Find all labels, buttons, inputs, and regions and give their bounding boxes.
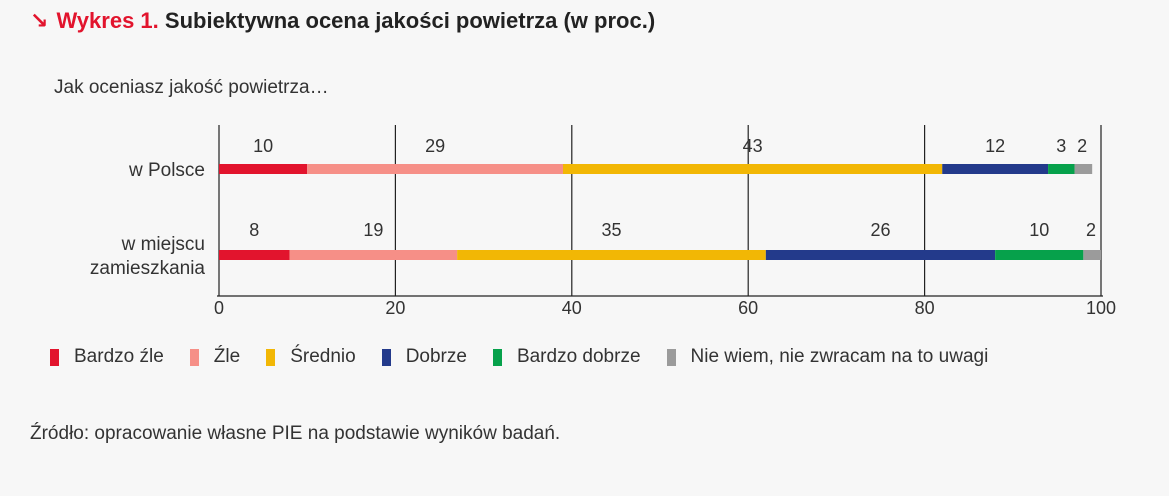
legend-swatch bbox=[381, 348, 391, 366]
legend-swatch bbox=[266, 348, 276, 366]
x-tick-label-80: 80 bbox=[915, 298, 935, 318]
source-note: Źródło: opracowanie własne PIE na podsta… bbox=[30, 423, 561, 444]
legend-item: Średnio bbox=[266, 346, 356, 368]
arrow-down-right-icon: ↘ bbox=[30, 8, 49, 33]
bar-segment bbox=[307, 164, 563, 174]
legend-item: Źle bbox=[189, 346, 241, 368]
x-tick-label-20: 20 bbox=[385, 298, 405, 318]
legend-swatch bbox=[492, 348, 502, 366]
data-label: 2 bbox=[1086, 220, 1096, 240]
bar-segment bbox=[219, 164, 308, 174]
stacked-bar-chart: 0 20 40 60 80 100 w Polsce w miejscu zamieszkani… bbox=[90, 125, 1116, 318]
chart-title-text: Subiektywna ocena jakości powietrza (w p… bbox=[164, 8, 656, 33]
data-label: 10 bbox=[1029, 220, 1049, 240]
bar-segment bbox=[1074, 164, 1093, 174]
legend-label: Źle bbox=[213, 346, 241, 367]
bar-segment bbox=[1083, 250, 1101, 260]
legend-item: Bardzo dobrze bbox=[492, 346, 641, 368]
legend-item: Dobrze bbox=[381, 346, 467, 368]
legend: Bardzo źle Źle Średnio Dobrze Bardzo dobrze N… bbox=[50, 346, 988, 368]
legend-swatch bbox=[666, 348, 676, 366]
legend-swatch bbox=[50, 348, 59, 366]
bar-segment bbox=[765, 250, 996, 260]
bar-segment bbox=[995, 250, 1084, 260]
data-label: 12 bbox=[985, 136, 1005, 156]
chart-subtitle: Jak oceniasz jakość powietrza… bbox=[54, 77, 329, 98]
chart-number: Wykres 1. bbox=[56, 8, 159, 33]
bar-segment bbox=[942, 164, 1049, 174]
data-label: 3 bbox=[1056, 136, 1066, 156]
bar-segment bbox=[219, 250, 290, 260]
legend-item: Nie wiem, nie zwracam na to uwagi bbox=[666, 346, 989, 368]
bar-segment bbox=[289, 250, 458, 260]
legend-label: Bardzo źle bbox=[74, 346, 164, 367]
legend-label: Dobrze bbox=[405, 346, 467, 367]
legend-label: Bardzo dobrze bbox=[516, 346, 641, 367]
data-label: 10 bbox=[253, 136, 273, 156]
category-label: w Polsce bbox=[128, 160, 205, 181]
data-label: 29 bbox=[425, 136, 445, 156]
data-label: 8 bbox=[249, 220, 259, 240]
chart-title: ↘ Wykres 1. Subiektywna ocena jakości pow… bbox=[30, 8, 655, 34]
bar-segment bbox=[562, 164, 943, 174]
data-label: 2 bbox=[1077, 136, 1087, 156]
data-label: 26 bbox=[870, 220, 890, 240]
bar-segment bbox=[1048, 164, 1075, 174]
legend-label: Nie wiem, nie zwracam na to uwagi bbox=[690, 346, 989, 367]
x-tick-label-100: 100 bbox=[1086, 298, 1116, 318]
data-label: 35 bbox=[601, 220, 621, 240]
category-label: w miejscu bbox=[121, 234, 205, 255]
bar-segment bbox=[457, 250, 766, 260]
x-tick-label-60: 60 bbox=[738, 298, 758, 318]
legend-swatch bbox=[189, 348, 199, 366]
x-tick-label-0: 0 bbox=[214, 298, 224, 318]
category-label: zamieszkania bbox=[90, 258, 206, 279]
data-label: 43 bbox=[743, 136, 763, 156]
x-tick-label-40: 40 bbox=[562, 298, 582, 318]
legend-label: Średnio bbox=[290, 346, 356, 367]
data-label: 19 bbox=[363, 220, 383, 240]
legend-item: Bardzo źle bbox=[50, 346, 164, 368]
